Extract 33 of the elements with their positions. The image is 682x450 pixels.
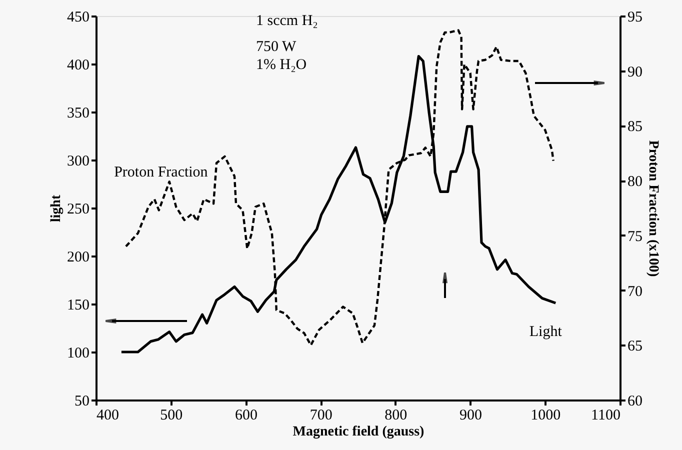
y-tick-label: 450 — [67, 10, 90, 26]
y-tick-label: 150 — [67, 298, 90, 314]
x-tick-label: 500 — [160, 408, 183, 424]
annotation: 750 W — [256, 39, 297, 55]
x-tick-label: 600 — [234, 408, 258, 424]
y-tick-label: 300 — [67, 154, 90, 170]
x-tick-label: 1100 — [591, 408, 620, 424]
series-label: Light — [529, 324, 563, 340]
annotation: 1% H₂O — [256, 57, 307, 73]
y2-tick-label: 85 — [628, 119, 642, 136]
y2-tick-label: 60 — [628, 394, 642, 410]
y-tick-label: 400 — [67, 58, 90, 74]
y-tick-label: 200 — [67, 250, 90, 266]
series-label: Proton Fraction — [114, 164, 208, 180]
y2-tick-label: 70 — [628, 284, 642, 300]
y-tick-label: 50 — [74, 394, 90, 410]
y2-tick-label: 80 — [628, 174, 642, 190]
x-axis-title: Magnetic field (gauss) — [292, 424, 425, 440]
y-axis-title: light — [49, 194, 64, 222]
y2-tick-label: 75 — [628, 228, 642, 245]
x-tick-label: 800 — [384, 408, 408, 424]
y-tick-label: 100 — [67, 346, 90, 362]
y2-tick-label: 65 — [628, 338, 642, 355]
y-tick-label: 250 — [67, 202, 90, 218]
x-tick-label: 900 — [460, 408, 482, 424]
y-tick-label: 350 — [67, 106, 90, 122]
x-tick-label: 400 — [96, 408, 119, 424]
x-tick-label: 1000 — [530, 408, 561, 424]
y2-tick-label: 95 — [628, 10, 642, 26]
x-tick-label: 700 — [310, 408, 332, 424]
y2-tick-label: 90 — [628, 64, 642, 80]
y2-axis-title: Proton Fraction (x100) — [646, 140, 660, 278]
annotation: 1 sccm H₂ — [256, 13, 318, 29]
